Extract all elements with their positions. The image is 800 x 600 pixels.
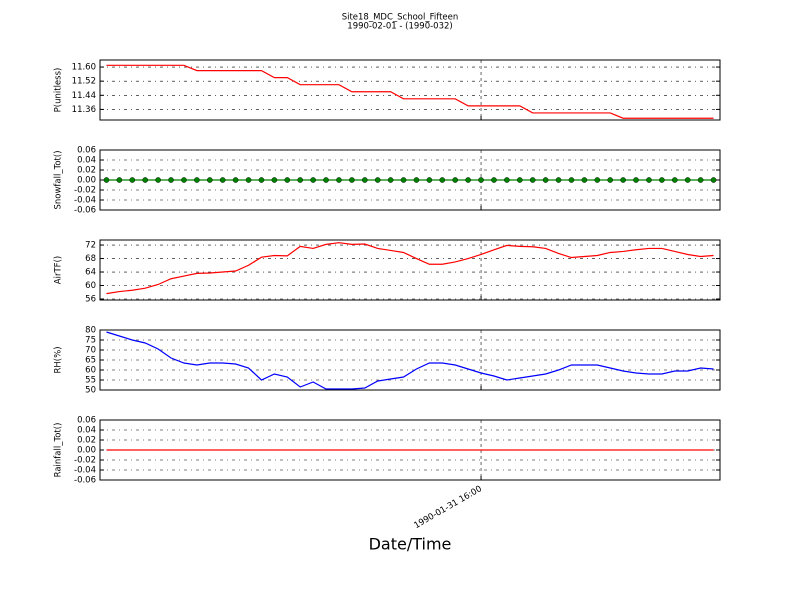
data-point [258, 177, 265, 183]
data-point [465, 177, 471, 183]
plot-frame [99, 59, 721, 121]
y-tick-label: 75 [85, 336, 96, 346]
data-point [555, 177, 562, 183]
y-tick-label: 56 [85, 294, 96, 304]
data-point [374, 177, 381, 183]
y-tick-label: 55 [85, 376, 96, 386]
data-point [310, 177, 316, 183]
y-tick-label: 0.04 [77, 156, 96, 166]
data-point [336, 177, 342, 183]
y-tick-label: 70 [85, 346, 96, 356]
y-tick-label: -0.06 [74, 206, 96, 216]
y-tick-label: 0.06 [77, 146, 96, 156]
data-point [323, 177, 329, 183]
y-tick-label: 11.60 [72, 63, 96, 73]
data-point [181, 177, 187, 183]
data-line [106, 331, 714, 390]
y-axis-label: Rainfall_Tot() [54, 423, 64, 478]
y-tick-label: -0.06 [74, 476, 96, 486]
data-point [697, 177, 704, 183]
data-point [103, 177, 110, 183]
y-tick-label: 0.00 [77, 446, 96, 456]
data-point [568, 177, 575, 183]
y-axis-label: RH(%) [54, 346, 64, 373]
y-tick-label: 0.00 [77, 176, 96, 186]
data-point [671, 177, 678, 183]
y-tick-label: 11.36 [72, 105, 96, 115]
plot-frame [99, 329, 721, 391]
y-tick-label: -0.02 [74, 186, 96, 196]
data-point [516, 177, 523, 183]
data-point [400, 177, 407, 183]
data-point [297, 177, 304, 183]
y-tick-label: 0.02 [77, 436, 96, 446]
y-tick-label: -0.04 [74, 196, 96, 206]
y-tick-label: 0.02 [77, 166, 96, 176]
y-axis-label: P(unitless) [54, 68, 64, 113]
y-tick-label: 60 [85, 281, 96, 291]
y-tick-label: -0.04 [74, 466, 96, 476]
data-point [659, 177, 665, 183]
x-axis-label: Date/Time [369, 535, 452, 554]
data-point [633, 177, 639, 183]
y-tick-label: 0.06 [77, 416, 96, 426]
data-point [194, 177, 200, 183]
y-tick-label: 72 [85, 241, 96, 251]
data-point [206, 177, 213, 183]
y-tick-label: 60 [85, 366, 96, 376]
chart-subtitle: 1990-02-01 - (1990-032) [347, 22, 452, 32]
data-point [581, 177, 588, 183]
data-point [620, 177, 626, 183]
chart-title: Site18_MDC_School_Fifteen [342, 13, 459, 23]
data-point [710, 177, 717, 183]
y-tick-label: 65 [85, 356, 96, 366]
data-point [504, 177, 510, 183]
y-tick-label: 80 [85, 326, 96, 336]
data-point [684, 177, 691, 183]
data-point [284, 177, 291, 183]
y-tick-label: 64 [85, 268, 96, 278]
data-point [219, 177, 226, 183]
plot-frame [99, 239, 721, 301]
data-point [491, 177, 497, 183]
data-point [349, 177, 355, 183]
y-tick-label: 11.44 [72, 91, 96, 101]
plot-frame [99, 419, 721, 481]
data-point [142, 177, 149, 183]
data-point [155, 177, 161, 183]
y-tick-label: 11.52 [72, 77, 96, 87]
y-tick-label: 50 [85, 386, 96, 396]
data-point [646, 177, 652, 183]
data-point [245, 177, 252, 183]
y-axis-label: Snowfall_Tot() [54, 150, 64, 209]
x-tick-label: 1990-01-31 16:00 [412, 484, 483, 531]
data-point [529, 177, 536, 183]
data-line [106, 242, 714, 295]
data-point [452, 177, 459, 183]
data-point [439, 177, 446, 183]
plot-frame [99, 149, 721, 211]
data-line [106, 64, 714, 119]
y-tick-label: 68 [85, 254, 96, 264]
y-tick-label: 0.04 [77, 426, 96, 436]
data-point [361, 177, 368, 183]
y-axis-label: AirTF() [54, 256, 64, 284]
data-point [116, 177, 123, 183]
data-point [594, 177, 601, 183]
data-point [542, 177, 549, 183]
data-point [129, 177, 136, 183]
data-point [232, 177, 239, 183]
data-point [478, 177, 484, 183]
data-point [271, 177, 278, 183]
data-point [607, 177, 614, 183]
y-tick-label: -0.02 [74, 456, 96, 466]
data-point [387, 177, 394, 183]
data-point [426, 177, 433, 183]
data-point [413, 177, 420, 183]
data-point [168, 177, 174, 183]
